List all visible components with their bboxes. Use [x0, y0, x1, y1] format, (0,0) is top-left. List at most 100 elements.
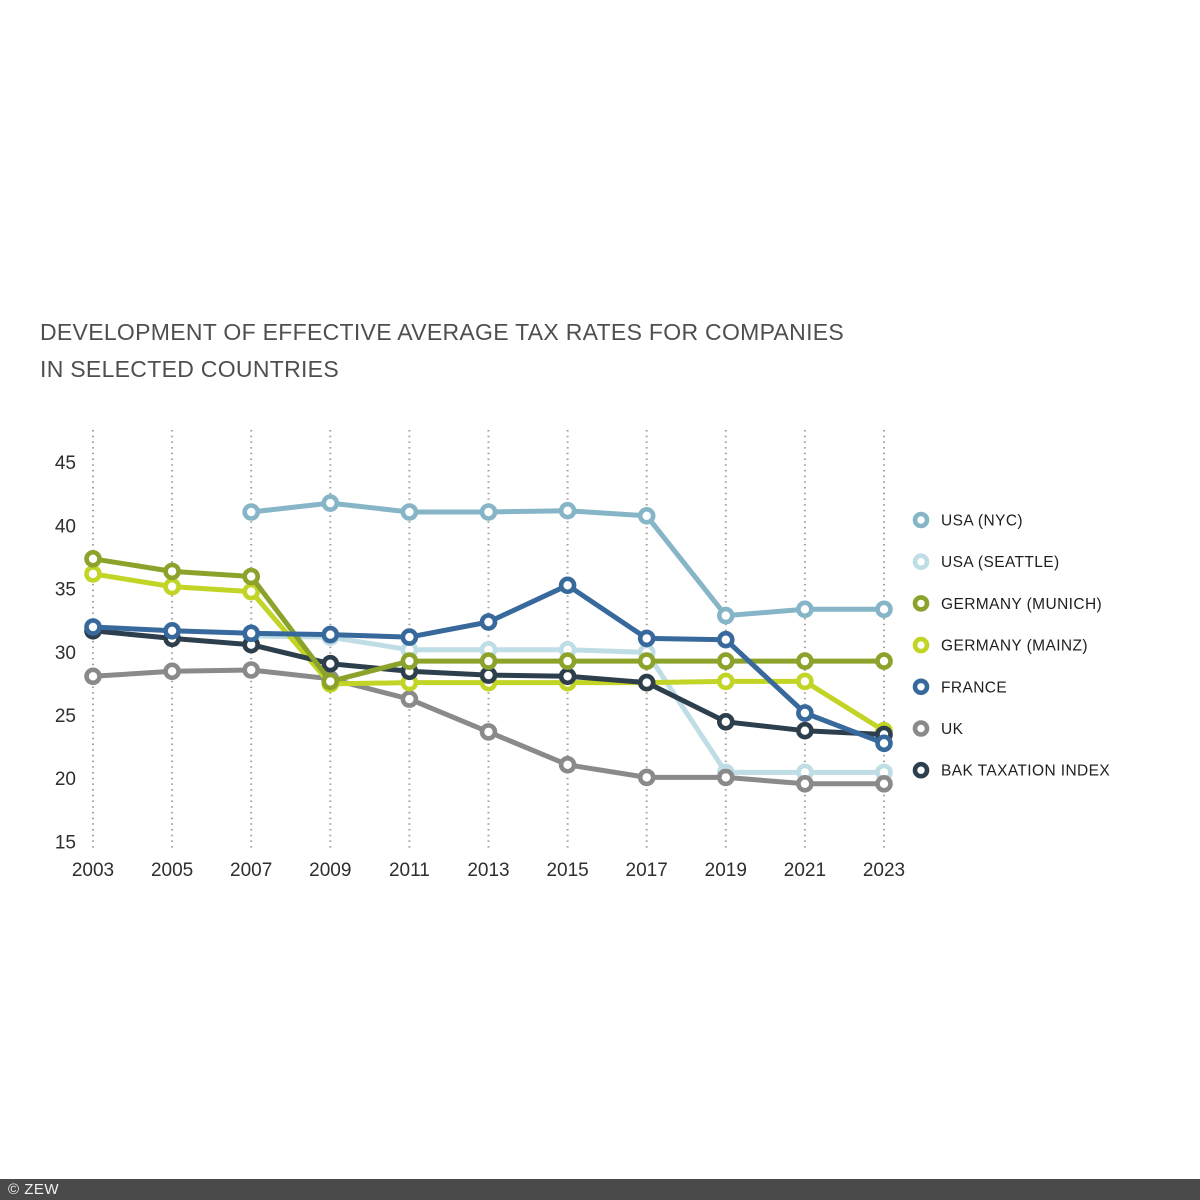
x-tick-label-2005: 2005 [151, 860, 193, 881]
data-point-uk-2013 [479, 723, 498, 741]
data-point-germany-munich-2021 [796, 652, 814, 670]
legend-item-usa-nyc: USA (NYC) [912, 511, 1023, 530]
data-point-germany-munich-2013 [479, 652, 498, 670]
data-point-germany-munich-2005 [163, 562, 181, 581]
legend-item-usa-seattle: USA (SEATTLE) [912, 553, 1060, 571]
series-uk [84, 661, 893, 793]
data-point-uk-2023 [875, 774, 893, 793]
data-point-usa-nyc-2021 [796, 600, 814, 619]
data-point-germany-munich-2007 [242, 567, 260, 586]
data-point-uk-2019 [716, 768, 735, 787]
data-point-uk-2005 [163, 662, 181, 681]
data-point-usa-nyc-2009 [321, 494, 340, 512]
data-point-uk-2017 [637, 768, 656, 787]
data-point-bak-taxation-index-2021 [796, 721, 814, 740]
legend-item-germany-mainz: GERMANY (MAINZ) [912, 636, 1088, 655]
data-point-usa-nyc-2023 [875, 600, 893, 619]
copyright-text: © ZEW [8, 1181, 60, 1198]
legend-label-bak-taxation-index: BAK TAXATION INDEX [941, 763, 1110, 780]
data-point-uk-2003 [84, 667, 102, 686]
x-tick-label-2021: 2021 [784, 860, 826, 881]
data-point-germany-mainz-2005 [163, 577, 181, 596]
legend-item-germany-munich: GERMANY (MUNICH) [912, 595, 1102, 613]
data-point-uk-2015 [558, 755, 577, 774]
x-tick-label-2009: 2009 [309, 860, 351, 881]
data-point-usa-nyc-2019 [716, 606, 735, 625]
data-point-usa-nyc-2013 [479, 503, 498, 521]
data-point-france-2017 [637, 629, 656, 648]
x-tick-label-2011: 2011 [389, 860, 430, 881]
legend-marker-france [912, 678, 930, 696]
x-tick-label-2023: 2023 [863, 860, 905, 881]
data-point-germany-munich-2023 [875, 652, 893, 670]
chart-title: DEVELOPMENT OF EFFECTIVE AVERAGE TAX RAT… [40, 314, 844, 388]
data-point-germany-munich-2015 [558, 652, 577, 670]
legend-marker-usa-nyc [912, 511, 930, 529]
y-tick-label-30: 30 [55, 643, 76, 664]
data-point-france-2023 [875, 734, 893, 753]
x-tick-label-2017: 2017 [626, 860, 668, 881]
data-point-bak-taxation-index-2017 [637, 673, 656, 692]
y-tick-label-20: 20 [55, 769, 76, 790]
chart-title-line2: IN SELECTED COUNTRIES [40, 356, 339, 382]
y-tick-label-45: 45 [55, 453, 76, 474]
data-point-bak-taxation-index-2019 [716, 712, 735, 731]
y-tick-label-25: 25 [55, 706, 76, 727]
chart-title-line1: DEVELOPMENT OF EFFECTIVE AVERAGE TAX RAT… [40, 319, 845, 345]
legend-label-france: FRANCE [941, 679, 1007, 696]
legend-label-germany-munich: GERMANY (MUNICH) [941, 596, 1102, 613]
data-point-uk-2011 [400, 690, 419, 708]
data-point-usa-nyc-2007 [242, 503, 260, 521]
data-point-usa-nyc-2015 [558, 501, 577, 520]
y-tick-label-15: 15 [55, 832, 76, 853]
data-point-bak-taxation-index-2013 [479, 666, 498, 684]
data-point-uk-2007 [242, 661, 260, 679]
x-tick-label-2003: 2003 [72, 860, 114, 881]
data-point-germany-mainz-2003 [84, 565, 102, 583]
data-point-france-2021 [796, 704, 814, 722]
data-point-france-2005 [163, 621, 181, 640]
legend-marker-usa-seattle [912, 553, 930, 571]
x-tick-label-2007: 2007 [230, 860, 272, 881]
series-line-usa-nyc [250, 500, 884, 619]
data-point-france-2011 [400, 628, 419, 646]
legend-label-usa-seattle: USA (SEATTLE) [941, 554, 1060, 571]
data-point-germany-munich-2011 [400, 652, 419, 670]
data-point-usa-nyc-2017 [637, 506, 656, 525]
series-france [84, 576, 893, 753]
legend-item-bak-taxation-index: BAK TAXATION INDEX [912, 761, 1110, 780]
legend-marker-germany-munich [912, 595, 930, 612]
data-point-germany-munich-2017 [637, 652, 656, 670]
legend-label-uk: UK [941, 721, 964, 738]
footer-bar: © ZEW [0, 1179, 1200, 1200]
data-point-bak-taxation-index-2009 [321, 654, 340, 673]
y-tick-label-35: 35 [55, 580, 76, 601]
data-point-germany-munich-2019 [716, 652, 735, 670]
legend-label-germany-mainz: GERMANY (MAINZ) [941, 638, 1088, 655]
x-tick-label-2015: 2015 [546, 860, 588, 881]
data-point-france-2013 [479, 613, 498, 631]
data-point-uk-2021 [796, 774, 814, 793]
data-point-germany-mainz-2021 [796, 672, 814, 691]
data-point-france-2007 [242, 624, 260, 643]
data-point-germany-munich-2003 [84, 549, 102, 568]
x-tick-label-2013: 2013 [467, 860, 509, 881]
data-point-usa-nyc-2011 [400, 503, 419, 521]
legend-label-usa-nyc: USA (NYC) [941, 513, 1023, 530]
legend-marker-germany-mainz [912, 636, 930, 654]
legend-item-france: FRANCE [912, 678, 1007, 696]
data-point-france-2003 [84, 618, 102, 636]
legend-marker-bak-taxation-index [912, 761, 930, 779]
data-point-germany-mainz-2019 [716, 672, 735, 691]
data-point-france-2015 [558, 576, 577, 595]
data-point-france-2009 [321, 625, 340, 644]
data-point-france-2019 [716, 630, 735, 649]
data-point-bak-taxation-index-2015 [558, 667, 577, 686]
data-point-germany-mainz-2007 [242, 582, 260, 601]
data-point-germany-munich-2009 [321, 672, 340, 691]
series-usa-nyc [242, 494, 893, 625]
legend-marker-uk [912, 720, 930, 737]
x-tick-label-2019: 2019 [705, 860, 747, 881]
